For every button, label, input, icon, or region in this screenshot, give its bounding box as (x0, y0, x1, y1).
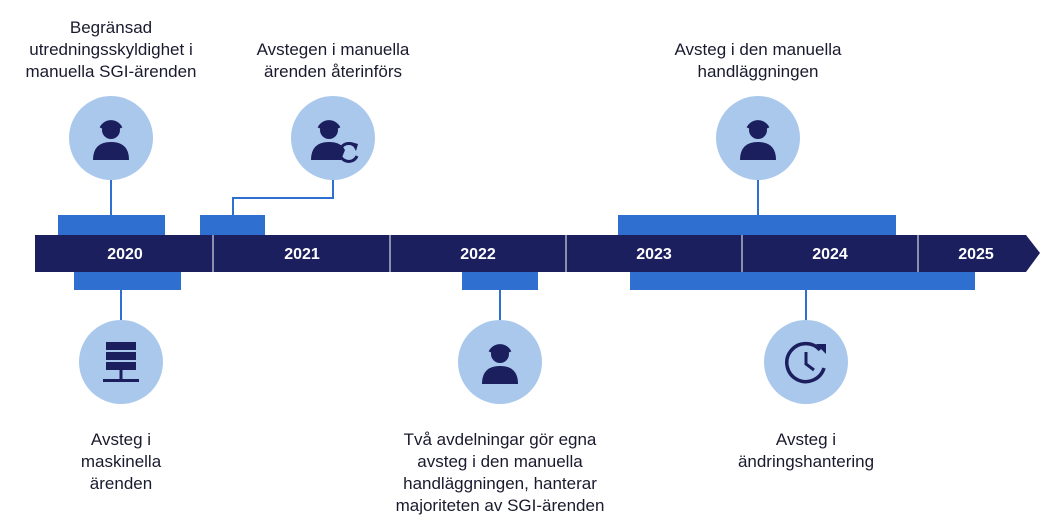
connectors (110, 180, 807, 320)
agent-icon (716, 96, 800, 180)
event-label: Avstegen i manuella (257, 40, 410, 59)
event-label: Två avdelningar gör egna (404, 430, 597, 449)
period-bars (58, 215, 975, 290)
event-label: majoriteten av SGI-ärenden (396, 496, 605, 515)
agent-icon (69, 96, 153, 180)
clock-icon (764, 320, 848, 404)
agent-refresh-icon (291, 96, 375, 180)
year-dividers (212, 235, 919, 272)
event-label: Begränsad (70, 18, 152, 37)
event-label: ärenden återinförs (264, 62, 402, 81)
connector (232, 180, 334, 215)
event-label: ärenden (90, 474, 152, 493)
period-bar (630, 272, 975, 290)
event-label: manuella SGI-ärenden (25, 62, 196, 81)
period-bar (462, 272, 538, 290)
event-label: maskinella (81, 452, 162, 471)
period-bar (74, 272, 181, 290)
event-label: Avsteg i (776, 430, 836, 449)
period-bar (58, 215, 165, 235)
event-label: Avsteg i (91, 430, 151, 449)
year-label: 2025 (958, 246, 994, 263)
agent-icon (458, 320, 542, 404)
server-icon (79, 320, 163, 404)
year-label: 2023 (636, 246, 672, 263)
period-bar (618, 215, 896, 235)
timeline-bar (35, 235, 1040, 272)
year-label: 2020 (107, 246, 143, 263)
event-label: handläggningen, hanterar (403, 474, 597, 493)
year-label: 2022 (460, 246, 496, 263)
year-label: 2021 (284, 246, 320, 263)
event-label: utredningsskyldighet i (29, 40, 192, 59)
event-label: handläggningen (697, 62, 818, 81)
period-bar (200, 215, 265, 235)
event-label: ändringshantering (738, 452, 874, 471)
event-label: Avsteg i den manuella (675, 40, 843, 59)
icons (69, 96, 848, 404)
event-label: avsteg i den manuella (417, 452, 583, 471)
year-label: 2024 (812, 246, 848, 263)
